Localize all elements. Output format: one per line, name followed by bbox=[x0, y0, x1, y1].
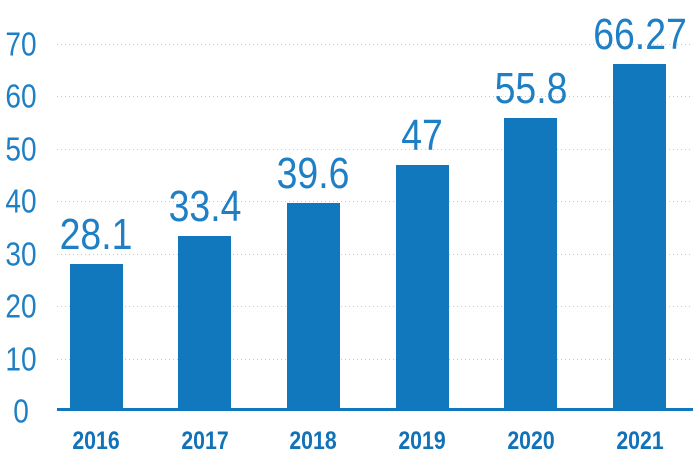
x-tick-label-2021: 2021 bbox=[615, 427, 664, 455]
y-tick-label-0: 0 bbox=[13, 392, 29, 430]
y-tick-label-70: 70 bbox=[5, 25, 37, 63]
x-tick-label-2016: 2016 bbox=[72, 427, 120, 455]
bar-2020 bbox=[504, 118, 558, 411]
gridline-50 bbox=[57, 148, 693, 150]
gridline-20 bbox=[57, 306, 693, 308]
y-tick-label-60: 60 bbox=[5, 77, 37, 115]
value-label-2018: 39.6 bbox=[276, 149, 350, 199]
x-tick-label-2017: 2017 bbox=[181, 427, 229, 455]
y-tick-label-50: 50 bbox=[5, 130, 37, 168]
value-label-2019: 47 bbox=[401, 110, 443, 160]
bar-2019 bbox=[395, 164, 449, 411]
value-label-2021: 66.27 bbox=[592, 9, 687, 59]
value-label-2016: 28.1 bbox=[59, 209, 133, 259]
bar-2017 bbox=[178, 235, 232, 411]
gridline-10 bbox=[57, 358, 693, 360]
value-label-2017: 33.4 bbox=[168, 181, 242, 231]
x-axis-line bbox=[57, 408, 693, 411]
x-tick-label-2018: 2018 bbox=[289, 427, 338, 455]
bar-2021 bbox=[613, 63, 666, 411]
value-label-2020: 55.8 bbox=[494, 64, 568, 114]
y-tick-label-30: 30 bbox=[5, 235, 37, 273]
bar-2016 bbox=[69, 263, 123, 411]
gridline-30 bbox=[57, 253, 693, 255]
y-tick-label-10: 10 bbox=[5, 340, 37, 378]
gridline-60 bbox=[57, 96, 693, 98]
gridline-40 bbox=[57, 201, 693, 203]
bar-2018 bbox=[286, 203, 340, 411]
x-tick-label-2019: 2019 bbox=[398, 427, 446, 455]
y-tick-label-40: 40 bbox=[5, 182, 37, 220]
gridline-70 bbox=[57, 44, 693, 45]
x-tick-label-2020: 2020 bbox=[507, 427, 555, 455]
y-tick-label-20: 20 bbox=[5, 287, 37, 325]
